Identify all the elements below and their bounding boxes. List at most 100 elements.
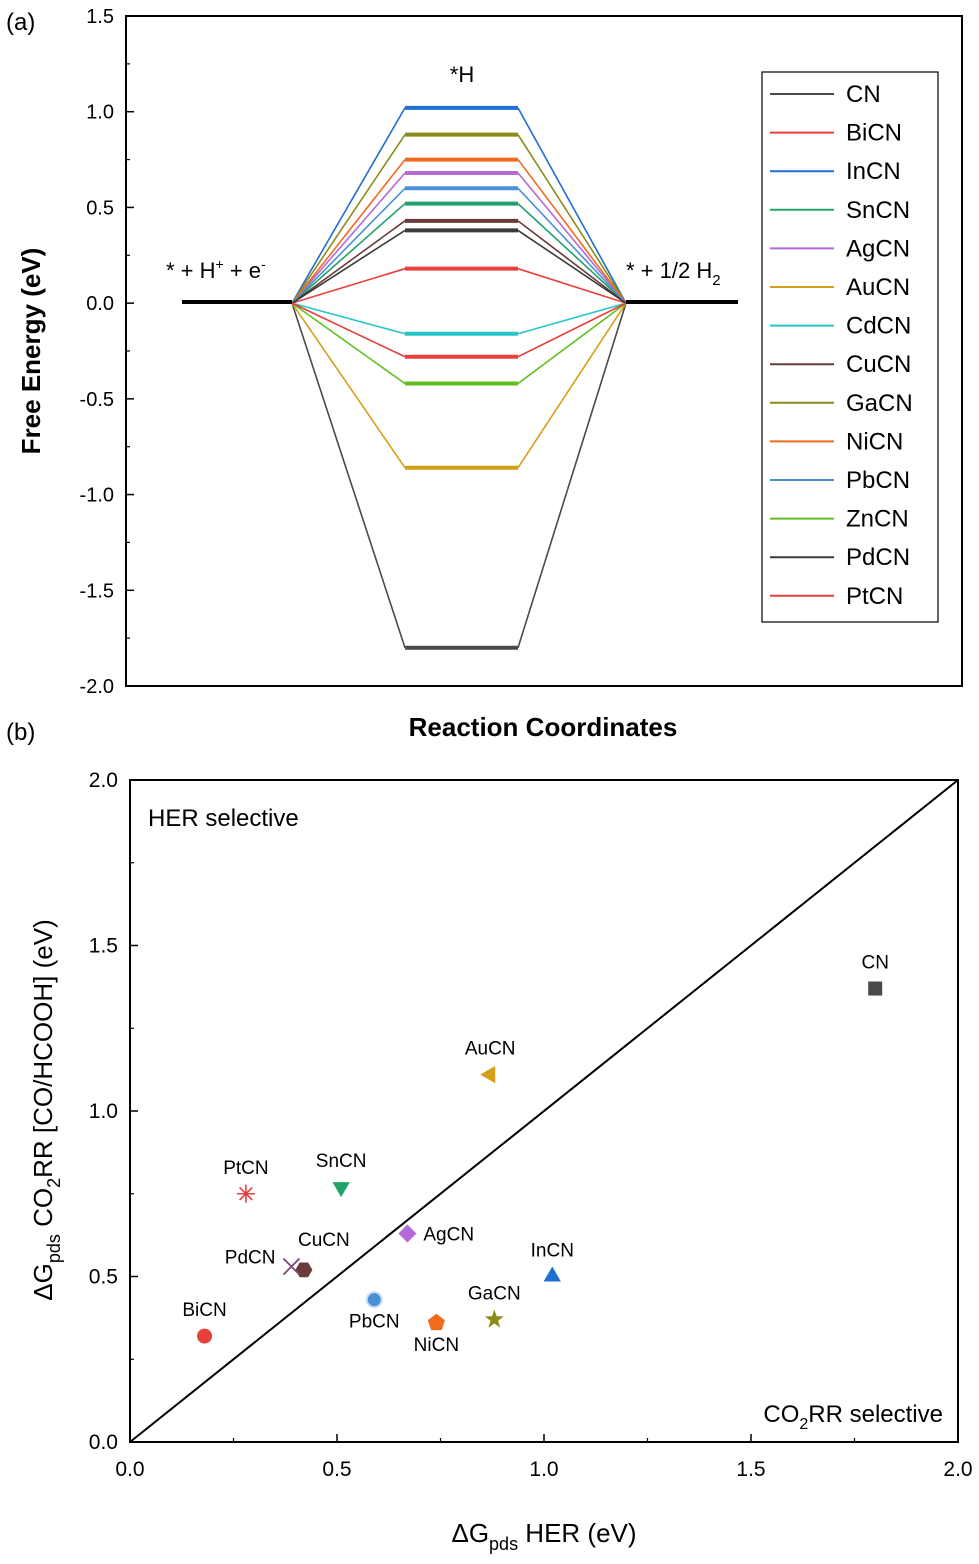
series-incn-fall xyxy=(517,107,627,304)
series-pbcn-fall xyxy=(517,187,627,304)
series-cn-fall xyxy=(517,302,627,648)
panel-b-letter: (b) xyxy=(6,719,35,746)
marker-pbcn xyxy=(365,1291,383,1309)
marker-pdcn xyxy=(282,1257,301,1276)
point-label-agcn: AgCN xyxy=(423,1224,474,1245)
legend-label-bicn: BiCN xyxy=(846,120,902,147)
series-ptcn-fall xyxy=(517,302,627,358)
y-tick-label: -1.5 xyxy=(80,580,114,602)
y-tick-label: 1.5 xyxy=(89,935,118,958)
legend-label-ptcn: PtCN xyxy=(846,583,903,610)
legend-label-cucn: CuCN xyxy=(846,351,911,378)
point-label-incn: InCN xyxy=(531,1241,574,1262)
marker-sncn xyxy=(332,1182,350,1198)
panel-a-letter: (a) xyxy=(6,9,35,36)
series-sncn-rise xyxy=(291,202,406,304)
series-agcn-fall xyxy=(517,172,627,304)
y-tick-label: 1.0 xyxy=(89,1100,118,1123)
series-gacn-fall xyxy=(517,134,627,304)
y-tick-label: -2.0 xyxy=(80,676,114,698)
y-tick-label: 0.0 xyxy=(86,293,114,315)
y-tick-label: -0.5 xyxy=(80,389,114,411)
point-label-pbcn: PbCN xyxy=(349,1312,400,1333)
series-cdcn-rise xyxy=(291,302,406,335)
point-label-bicn: BiCN xyxy=(182,1300,226,1321)
marker-incn xyxy=(543,1266,561,1282)
x-tick-label: 1.5 xyxy=(736,1458,765,1481)
series-pdcn-rise xyxy=(291,229,406,304)
series-bicn-fall xyxy=(517,267,627,304)
series-nicn-fall xyxy=(517,159,627,304)
stage-initial-label: * + H+ + e- xyxy=(166,256,266,283)
series-gacn-rise xyxy=(291,134,406,304)
panel-b-y-axis-label: ΔGpds CO2RR [CO/HCOOH] (eV) xyxy=(28,919,64,1300)
x-tick-label: 1.0 xyxy=(529,1458,558,1481)
legend-label-cn: CN xyxy=(846,81,881,108)
x-tick-label: 0.0 xyxy=(115,1458,144,1481)
panel-a-series-lines xyxy=(291,105,627,650)
legend-label-zncn: ZnCN xyxy=(846,506,909,533)
marker-bicn xyxy=(197,1328,213,1344)
x-tick-label: 2.0 xyxy=(943,1458,972,1481)
legend-label-cdcn: CdCN xyxy=(846,313,911,340)
parity-line xyxy=(129,779,959,1443)
series-bicn-rise xyxy=(291,267,406,304)
panel-b-x-axis-label: ΔGpds HER (eV) xyxy=(451,1518,636,1554)
panel-a-y-ticks: 1.5 1.0 0.5 0.0 -0.5 -1.0 -1.5 -2.0 xyxy=(80,6,134,698)
y-tick-label: 1.5 xyxy=(86,6,114,28)
point-label-cucn: CuCN xyxy=(298,1230,350,1251)
legend-label-sncn: SnCN xyxy=(846,197,910,224)
marker-agcn xyxy=(398,1224,417,1243)
marker-aucn xyxy=(480,1065,496,1084)
series-cn-rise xyxy=(291,302,406,648)
series-pdcn-fall xyxy=(517,229,627,304)
y-tick-label: 0.5 xyxy=(86,197,114,219)
panel-a-x-axis-label: Reaction Coordinates xyxy=(409,712,678,742)
point-label-pdcn: PdCN xyxy=(225,1248,276,1269)
x-tick-label: 0.5 xyxy=(322,1458,351,1481)
legend-box xyxy=(761,71,939,623)
panel-a-y-axis-label: Free Energy (eV) xyxy=(16,248,46,455)
panel-b-ticks: 0.0 0.5 1.0 1.5 2.0 0.0 0.5 1.0 1.5 2.0 xyxy=(89,769,973,1481)
series-zncn-rise xyxy=(291,302,406,385)
legend: CN BiCN InCN SnCN AgCN AuCN CdCN CuCN GaCN NiCN Pb… xyxy=(770,81,913,610)
legend-label-gacn: GaCN xyxy=(846,390,913,417)
series-ptcn-rise xyxy=(291,302,406,358)
series-cucn-rise xyxy=(291,220,406,304)
y-tick-label: 1.0 xyxy=(86,102,114,124)
marker-gacn xyxy=(484,1309,504,1328)
stage-intermediate-label: *H xyxy=(450,62,474,87)
marker-nicn xyxy=(427,1313,445,1331)
legend-label-incn: InCN xyxy=(846,158,901,185)
y-tick-label: 0.5 xyxy=(89,1266,118,1289)
point-label-cn: CN xyxy=(861,953,888,974)
marker-cn xyxy=(868,981,883,996)
series-pbcn-rise xyxy=(291,187,406,304)
y-tick-label: 2.0 xyxy=(89,769,118,792)
y-tick-label: -1.0 xyxy=(80,485,114,507)
series-sncn-fall xyxy=(517,203,627,304)
her-selective-label: HER selective xyxy=(148,805,299,832)
legend-label-agcn: AgCN xyxy=(846,235,910,262)
point-label-nicn: NiCN xyxy=(414,1335,459,1356)
co2rr-selective-label: CO2RR selective xyxy=(763,1401,943,1433)
legend-label-pdcn: PdCN xyxy=(846,544,910,571)
marker-cucn xyxy=(295,1262,313,1278)
point-label-gacn: GaCN xyxy=(468,1284,521,1305)
legend-label-nicn: NiCN xyxy=(846,428,903,455)
series-incn-rise xyxy=(291,107,406,304)
series-nicn-rise xyxy=(291,159,406,304)
series-agcn-rise xyxy=(291,172,406,304)
series-cdcn-fall xyxy=(517,302,627,335)
panel-a-energy-diagram: (a) 1.5 1.0 0.5 0.0 -0.5 -1.0 -1.5 -2.0 *H * + … xyxy=(6,6,963,742)
series-aucn-rise xyxy=(291,302,406,469)
series-zncn-fall xyxy=(517,302,627,385)
panel-b-scatter: (b) 0.0 0.5 1.0 1.5 2.0 0.0 0.5 1.0 1.5 2.0 CN AuC… xyxy=(6,719,973,1554)
y-tick-label: 0.0 xyxy=(89,1431,118,1454)
point-label-aucn: AuCN xyxy=(465,1039,516,1060)
legend-label-aucn: AuCN xyxy=(846,274,910,301)
marker-ptcn xyxy=(236,1184,255,1203)
stage-final-label: * + 1/2 H2 xyxy=(626,258,721,289)
point-label-sncn: SnCN xyxy=(316,1151,367,1172)
